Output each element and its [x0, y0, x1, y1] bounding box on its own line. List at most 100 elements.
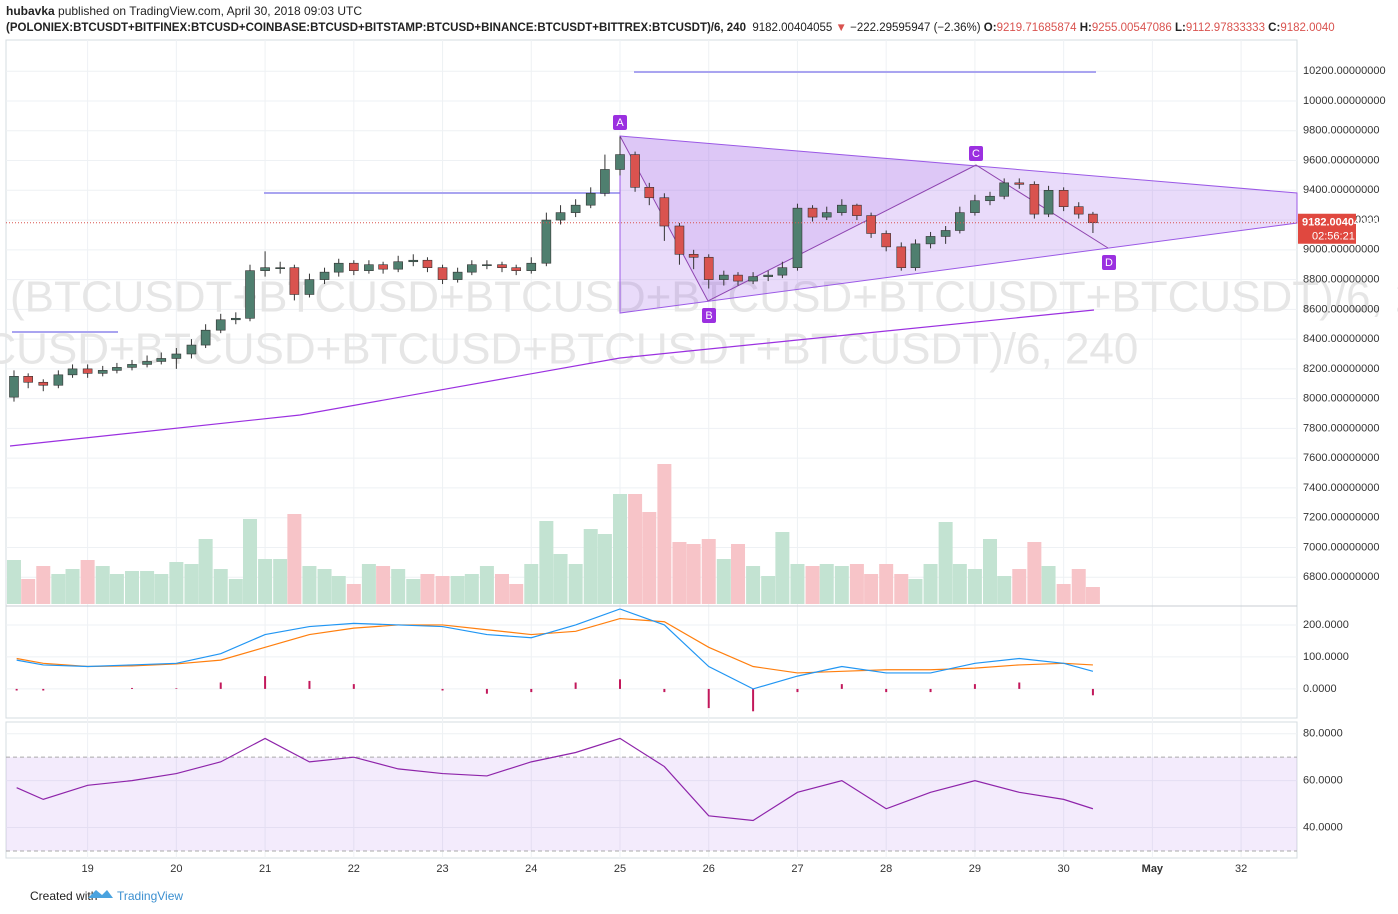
- y-tick-label: 8000.00000000: [1303, 393, 1379, 405]
- volume-bar: [80, 560, 95, 604]
- volume-bar: [553, 554, 568, 604]
- candle-body: [333, 262, 344, 273]
- candle-body: [555, 212, 566, 221]
- x-tick-label: 27: [791, 863, 803, 875]
- ohlc-value: 9182.0040: [1280, 22, 1335, 34]
- marks: [6, 136, 1297, 822]
- header-line: hubavka published on TradingView.com, Ap…: [6, 4, 362, 18]
- candle-body: [67, 368, 78, 376]
- ohlc-label: L:: [1175, 22, 1186, 34]
- candle-body: [497, 264, 507, 268]
- y-tick-label: 8200.00000000: [1303, 363, 1379, 375]
- volume-bar: [1071, 569, 1086, 604]
- candle-body: [910, 243, 921, 268]
- volume-bar: [716, 559, 731, 604]
- volume-bar: [967, 569, 982, 604]
- label-box: [1102, 255, 1116, 270]
- trend-line: [9, 309, 1095, 447]
- candle-body: [688, 253, 699, 258]
- volume-bar: [731, 544, 746, 604]
- candle-body: [866, 215, 876, 234]
- volume-bar: [420, 574, 435, 604]
- candle-body: [215, 319, 226, 331]
- volume-bar: [894, 574, 909, 604]
- candle-body: [852, 204, 862, 216]
- candle-body: [260, 267, 270, 271]
- volume-bar: [51, 574, 66, 604]
- volume-bar: [243, 519, 258, 604]
- volume-bar: [391, 569, 406, 604]
- rsi-frame: [5, 721, 1298, 859]
- y-tick-label: 7000.00000000: [1303, 541, 1379, 553]
- volume-bar: [169, 562, 184, 604]
- candle-body: [659, 197, 670, 227]
- footer-text: Created with: [30, 889, 97, 903]
- x-tick-label: 23: [436, 863, 448, 875]
- x-tick-label: 19: [82, 863, 94, 875]
- y-tick-label: 9800.00000000: [1303, 125, 1379, 137]
- y-tick-label: 80.0000: [1303, 728, 1343, 740]
- x-tick-label: 24: [525, 863, 537, 875]
- volume-bar: [65, 569, 80, 604]
- candle-body: [719, 274, 729, 280]
- volume-bar: [435, 576, 450, 604]
- volume-bar: [923, 564, 938, 604]
- price-label-box: [1298, 213, 1356, 244]
- author[interactable]: hubavka: [6, 4, 55, 18]
- candle-body: [881, 233, 891, 248]
- volume-bar: [597, 534, 612, 604]
- volume-bar: [864, 574, 879, 604]
- candle-body: [393, 261, 403, 270]
- candle-body: [955, 212, 965, 231]
- macd-line: [16, 608, 1094, 690]
- candle-body: [585, 192, 596, 206]
- volume-bar: [95, 566, 110, 604]
- candle-body: [97, 370, 108, 374]
- y-tick-label: 9400.00000000: [1303, 184, 1379, 196]
- volume-bar: [302, 566, 317, 604]
- candle-body: [600, 169, 610, 194]
- volume-bar: [834, 566, 849, 604]
- pattern-labels: A B C D: [613, 115, 1116, 323]
- volume-bar: [672, 542, 687, 604]
- volume-bar: [198, 539, 213, 604]
- rsi-band: [6, 757, 1297, 851]
- symbol: (POLONIEX:BTCUSDT+BITFINEX:BTCUSD+COINBA…: [6, 22, 746, 34]
- volume-bar: [1027, 542, 1042, 604]
- volume-bar: [273, 559, 288, 604]
- volume-bar: [213, 569, 228, 604]
- pattern-label: B: [705, 310, 712, 322]
- volume-bar: [613, 494, 628, 604]
- volume-bar: [376, 566, 391, 604]
- volume-bar: [701, 539, 716, 604]
- volume-bar: [628, 494, 643, 604]
- candle-body: [156, 358, 167, 362]
- ohlc-label: H:: [1079, 22, 1092, 34]
- volume-bar: [331, 576, 346, 604]
- volume-bar: [464, 574, 479, 604]
- candle-body: [821, 212, 832, 218]
- candle-body: [703, 256, 714, 280]
- volume-bar: [686, 544, 701, 604]
- volume-bar: [938, 522, 953, 604]
- candle-body: [807, 207, 818, 218]
- volume-bar: [642, 512, 657, 604]
- x-tick-label: 32: [1235, 863, 1247, 875]
- candle-body: [570, 204, 581, 213]
- y-tick-label: 8400.00000000: [1303, 333, 1379, 345]
- watermark: (BTCUSDT+BTCUSD+BTCUSD+BTCUSD+BTCUSDT+BT…: [0, 325, 1138, 374]
- volume-bar: [746, 566, 761, 604]
- candle-body: [200, 329, 211, 346]
- x-tick-label: 30: [1058, 863, 1070, 875]
- candle-body: [186, 344, 197, 355]
- candle-body: [511, 267, 521, 271]
- y-tick-label: 10200.00000000: [1303, 65, 1386, 77]
- pattern-label: A: [616, 117, 624, 129]
- ohlc-value: 9112.97833333: [1185, 22, 1265, 34]
- candle-body: [541, 219, 552, 264]
- footer-brand[interactable]: TradingView: [117, 889, 183, 903]
- volume-bar: [997, 576, 1012, 604]
- volume-bar: [450, 576, 465, 604]
